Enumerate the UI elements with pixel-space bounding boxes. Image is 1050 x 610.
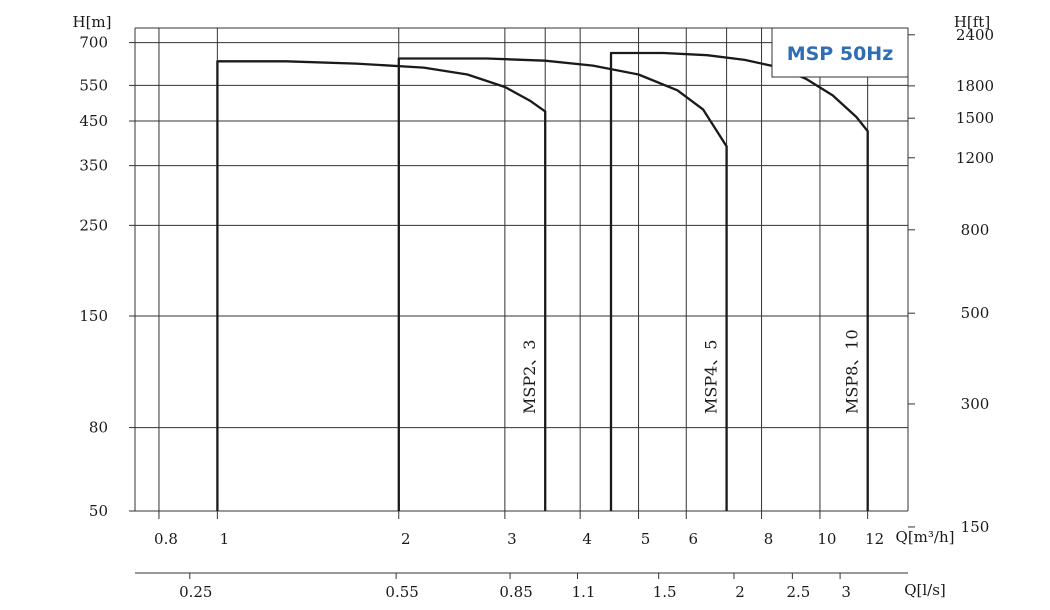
x2-tick-label: 2 [735, 583, 745, 601]
series-label: MSP8、10 [843, 329, 862, 414]
axes: 5080150250350450550700H[m]15030050080012… [72, 13, 994, 601]
y-tick-label: 50 [89, 502, 108, 520]
x2-tick-label: 2.5 [786, 583, 810, 601]
y2-tick-label: 150 [961, 518, 990, 536]
y2-tick-label: 800 [961, 221, 990, 239]
y-tick-label: 450 [79, 112, 108, 130]
x-tick-label: 1 [220, 530, 230, 548]
series-group: MSP2、3 MSP4、5 MSP8、10 [216, 51, 869, 511]
y2-tick-label: 2400 [956, 26, 994, 44]
y-tick-label: 80 [89, 419, 108, 437]
x-axis-label: Q[m³/h] [896, 528, 955, 546]
title-badge: MSP 50Hz [771, 27, 909, 78]
y2-axis-label: H[ft] [954, 13, 990, 31]
series-label: MSP4、5 [702, 340, 721, 414]
series-curve-3 [609, 51, 869, 511]
y-tick-label: 700 [79, 34, 108, 52]
x2-axis-label: Q[l/s] [904, 581, 946, 599]
x2-tick-label: 1.5 [653, 583, 677, 601]
x-tick-label: 4 [582, 530, 592, 548]
y2-tick-label: 500 [961, 304, 990, 322]
x-tick-label: 2 [401, 530, 411, 548]
y-tick-label: 550 [79, 76, 108, 94]
x-tick-label: 3 [507, 530, 517, 548]
series-label: MSP2、3 [520, 340, 539, 414]
x2-tick-label: 3 [841, 583, 851, 601]
series-curve-1 [216, 60, 547, 511]
y2-tick-label: 1500 [956, 109, 994, 127]
x2-tick-label: 0.25 [179, 583, 212, 601]
x2-tick-label: 0.55 [385, 583, 418, 601]
y2-tick-label: 1800 [956, 77, 994, 95]
x-tick-label: 12 [865, 530, 884, 548]
plot-frame [134, 27, 909, 512]
x-tick-label: 8 [764, 530, 774, 548]
x-tick-label: 0.8 [154, 530, 178, 548]
y-axis-label: H[m] [72, 13, 111, 31]
y-tick-label: 250 [79, 216, 108, 234]
title-badge-box [771, 27, 909, 78]
x2-tick-label: 1.1 [572, 583, 596, 601]
y2-tick-label: 300 [961, 395, 990, 413]
x-tick-label: 10 [817, 530, 836, 548]
x2-tick-label: 0.85 [499, 583, 532, 601]
y-tick-label: 350 [79, 157, 108, 175]
series-curve-2 [397, 57, 728, 511]
x-tick-label: 6 [688, 530, 698, 548]
x-tick-label: 5 [641, 530, 651, 548]
y2-tick-label: 1200 [956, 149, 994, 167]
y-tick-label: 150 [79, 307, 108, 325]
chart-title: MSP 50Hz [787, 43, 894, 65]
grid [135, 28, 908, 512]
